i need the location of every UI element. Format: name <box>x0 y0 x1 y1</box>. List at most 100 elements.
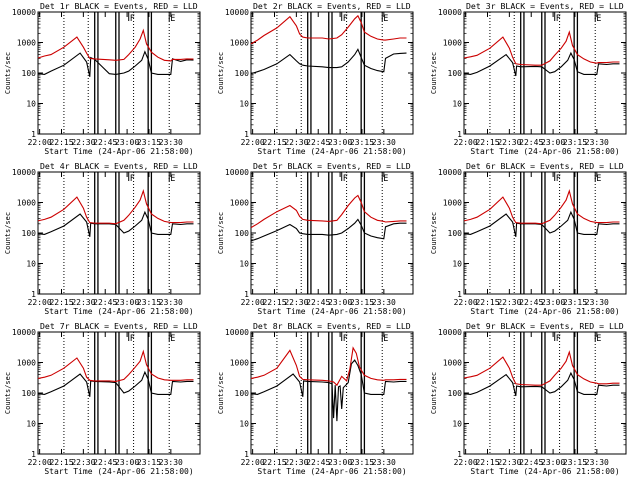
y-tick-label: 100 <box>448 229 463 238</box>
flag-label: E <box>170 174 175 184</box>
y-tick-label: 10 <box>239 420 249 429</box>
series-events-line <box>463 210 620 237</box>
x-tick-label: 23:15 <box>563 298 587 307</box>
flag-label: E <box>383 174 388 184</box>
x-tick-label: 23:00 <box>115 298 139 307</box>
x-tick-label: 23:30 <box>585 458 609 467</box>
panel-det-4: Det 4r BLACK = Events, RED = LLD 1 10 100 10… <box>4 161 201 316</box>
x-tick-label: 22:00 <box>28 298 52 307</box>
flag-label: F <box>130 14 135 24</box>
x-tick-label: 22:00 <box>241 298 265 307</box>
y-axis-label: Counts/sec <box>217 212 225 254</box>
x-tick-label: 23:15 <box>137 458 161 467</box>
y-axis-label: Counts/sec <box>217 372 225 414</box>
x-tick-label: 22:15 <box>262 298 286 307</box>
flag-label: E <box>170 14 175 24</box>
y-tick-label: 1 <box>31 450 36 459</box>
panel-det-2: Det 2r BLACK = Events, RED = LLD 1 10 100 10… <box>217 1 414 156</box>
panel-det-9: Det 9r BLACK = Events, RED = LLD 1 10 100 10… <box>430 321 627 476</box>
x-tick-label: 23:15 <box>350 458 374 467</box>
x-tick-label: 22:30 <box>71 298 95 307</box>
x-tick-label: 22:45 <box>93 458 117 467</box>
x-tick-label: 22:15 <box>49 298 73 307</box>
x-tick-label: 22:00 <box>454 298 478 307</box>
flag-label: F <box>556 14 561 24</box>
x-tick-label: 22:45 <box>519 458 543 467</box>
y-tick-label: 10 <box>239 260 249 269</box>
y-tick-label: 1000 <box>443 199 462 208</box>
series-events-line <box>250 359 407 422</box>
y-tick-label: 1000 <box>17 39 36 48</box>
flag-label: F <box>343 334 348 344</box>
panel-title: Det 7r BLACK = Events, RED = LLD <box>40 321 198 331</box>
y-tick-label: 10 <box>26 100 36 109</box>
y-axis-label: Counts/sec <box>4 52 12 94</box>
panel-title: Det 8r BLACK = Events, RED = LLD <box>253 321 411 331</box>
series-events-line <box>250 218 407 242</box>
x-tick-label: 23:30 <box>372 138 396 147</box>
series-events-line <box>37 370 194 397</box>
x-tick-label: 22:15 <box>475 138 499 147</box>
x-tick-label: 22:15 <box>49 458 73 467</box>
panel-det-3: Det 3r BLACK = Events, RED = LLD 1 10 100 10… <box>430 1 627 156</box>
flag-label: F <box>130 174 135 184</box>
y-tick-label: 1000 <box>17 199 36 208</box>
x-tick-label: 22:45 <box>93 298 117 307</box>
x-tick-label: 23:15 <box>137 298 161 307</box>
series-lld-line <box>250 194 407 229</box>
y-axis-label: Counts/sec <box>430 52 438 94</box>
x-tick-label: 22:30 <box>71 458 95 467</box>
y-tick-label: 10000 <box>225 8 249 17</box>
y-tick-label: 1 <box>31 130 36 139</box>
y-tick-label: 100 <box>22 229 37 238</box>
series-lld-line <box>37 28 194 62</box>
x-tick-label: 23:15 <box>563 138 587 147</box>
series-lld-line <box>37 349 194 382</box>
x-axis-label: Start Time (24-Apr-06 21:58:00) <box>257 147 406 156</box>
x-tick-label: 23:15 <box>137 138 161 147</box>
y-tick-label: 10 <box>26 260 36 269</box>
panel-det-8: Det 8r BLACK = Events, RED = LLD 1 10 100 10… <box>217 321 414 476</box>
panel-title: Det 1r BLACK = Events, RED = LLD <box>40 1 198 11</box>
x-tick-label: 23:30 <box>585 298 609 307</box>
y-tick-label: 1 <box>457 450 462 459</box>
x-tick-label: 22:45 <box>519 298 543 307</box>
x-tick-label: 22:30 <box>284 138 308 147</box>
x-axis-label: Start Time (24-Apr-06 21:58:00) <box>257 467 406 476</box>
y-tick-label: 10 <box>452 100 462 109</box>
x-tick-label: 22:30 <box>497 298 521 307</box>
x-tick-label: 22:15 <box>262 458 286 467</box>
y-tick-label: 10000 <box>225 168 249 177</box>
series-events-line <box>463 371 620 397</box>
y-tick-label: 1000 <box>230 39 249 48</box>
y-axis-label: Counts/sec <box>4 212 12 254</box>
x-axis-label: Start Time (24-Apr-06 21:58:00) <box>44 307 193 316</box>
series-lld-line <box>250 14 407 45</box>
y-tick-label: 1 <box>457 130 462 139</box>
series-events-line <box>250 48 407 75</box>
x-axis-label: Start Time (24-Apr-06 21:58:00) <box>44 147 193 156</box>
x-axis-label: Start Time (24-Apr-06 21:58:00) <box>470 307 619 316</box>
x-tick-label: 23:15 <box>350 298 374 307</box>
x-tick-label: 22:45 <box>306 458 330 467</box>
x-tick-label: 22:00 <box>28 138 52 147</box>
x-axis-label: Start Time (24-Apr-06 21:58:00) <box>470 147 619 156</box>
x-axis-label: Start Time (24-Apr-06 21:58:00) <box>44 467 193 476</box>
x-tick-label: 22:15 <box>262 138 286 147</box>
panel-det-1: Det 1r BLACK = Events, RED = LLD 1 10 100 10… <box>4 1 201 156</box>
y-tick-label: 1000 <box>443 359 462 368</box>
y-tick-label: 10 <box>452 260 462 269</box>
flag-label: E <box>383 14 388 24</box>
panel-det-7: Det 7r BLACK = Events, RED = LLD 1 10 100 10… <box>4 321 201 476</box>
panel-det-6: Det 6r BLACK = Events, RED = LLD 1 10 100 10… <box>430 161 627 316</box>
x-axis-label: Start Time (24-Apr-06 21:58:00) <box>257 307 406 316</box>
y-tick-label: 100 <box>22 389 37 398</box>
y-tick-label: 100 <box>235 229 250 238</box>
flag-label: E <box>383 334 388 344</box>
series-lld-line <box>250 346 407 387</box>
flag-label: F <box>556 334 561 344</box>
x-tick-label: 22:30 <box>497 138 521 147</box>
x-tick-label: 22:15 <box>49 138 73 147</box>
x-axis-label: Start Time (24-Apr-06 21:58:00) <box>470 467 619 476</box>
x-tick-label: 22:30 <box>284 458 308 467</box>
